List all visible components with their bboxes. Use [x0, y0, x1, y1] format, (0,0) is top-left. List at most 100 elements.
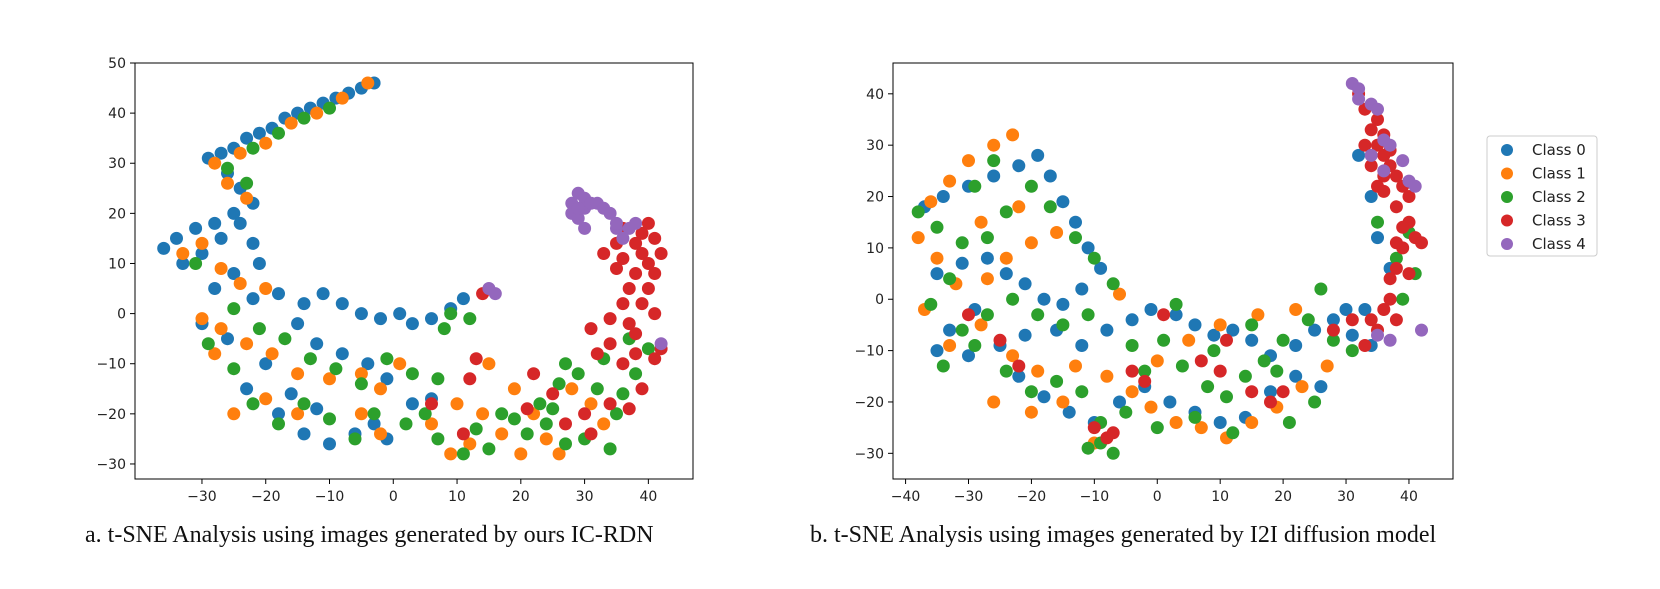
chart-a-point-class-2-2 [272, 126, 285, 140]
chart-a-point-class-2-35 [571, 367, 585, 381]
chart-b-point-class-1-33 [1213, 318, 1227, 332]
chart-a-point-class-1-27 [354, 407, 368, 421]
chart-a: −30 −20 −10 0 10 20 30 40 −30 −20 −10 0 10 20 30 40 50 [96, 56, 694, 505]
chart-a-point-class-1-1 [335, 91, 349, 105]
chart-b-point-class-1-0 [1006, 128, 1020, 142]
chart-a-point-class-4-7 [578, 221, 592, 235]
chart-a-point-class-2-23 [367, 407, 381, 421]
chart-b-point-class-0-30 [1169, 308, 1183, 322]
chart-b-point-class-0-18 [930, 267, 944, 281]
chart-a-point-class-3-2 [635, 247, 649, 260]
chart-a-point-class-0-43 [310, 337, 324, 351]
chart-b-point-class-2-19 [1024, 385, 1038, 399]
chart-a-point-class-0-57 [221, 332, 234, 346]
chart-b-point-class-2-31 [1238, 369, 1252, 383]
caption-b: b. t-SNE Analysis using images generated… [810, 522, 1437, 548]
chart-b-point-class-2-23 [1106, 446, 1120, 460]
chart-b-point-class-3-8 [1402, 190, 1416, 203]
chart-a-point-class-0-23 [195, 247, 209, 260]
chart-a-point-class-4-13 [616, 231, 630, 245]
chart-b-point-class-0-1 [936, 190, 950, 203]
chart-a-point-class-0-30 [246, 292, 260, 306]
chart-b-point-class-1-2 [962, 154, 975, 168]
chart-a-point-class-1-11 [214, 262, 228, 275]
chart-b-point-class-1-8 [980, 272, 994, 286]
chart-b-point-class-4-14 [1415, 323, 1428, 337]
chart-a-point-class-4-15 [622, 221, 636, 235]
chart-b-point-class-2-9 [1106, 277, 1120, 291]
chart-b-point-class-1-19 [1069, 359, 1082, 373]
chart-a-point-class-2-50 [546, 402, 560, 416]
chart-b-ytick-label: 30 [866, 138, 884, 154]
chart-b-point-class-3-23 [1389, 313, 1403, 327]
chart-a-point-class-3-10 [635, 297, 649, 311]
chart-b-point-class-1-32 [1182, 333, 1196, 347]
chart-a-point-class-3-32 [527, 367, 541, 381]
chart-b-point-class-0-4 [1012, 159, 1026, 173]
chart-b-point-class-2-36 [1326, 333, 1340, 347]
chart-a-xtick-label: 20 [512, 489, 530, 505]
chart-a-point-class-2-8 [252, 322, 266, 336]
chart-b-point-class-3-10 [1364, 159, 1378, 173]
chart-a-point-class-3-35 [463, 372, 477, 386]
chart-a-point-class-2-1 [297, 111, 311, 125]
chart-b-xtick-label: −20 [1017, 489, 1047, 505]
chart-a-point-class-1-13 [259, 282, 273, 295]
chart-b: −40 −30 −20 −10 0 10 20 30 40 −30 −20 −10 0 10 20 30 40 [854, 62, 1454, 505]
chart-b-ytick-label: 20 [866, 190, 884, 206]
chart-b-point-class-0-57 [1371, 231, 1384, 245]
chart-b-point-class-2-12 [1031, 308, 1045, 322]
chart-b-point-class-3-25 [1383, 292, 1397, 306]
chart-a-point-class-2-12 [354, 377, 368, 391]
chart-a-point-class-3-41 [629, 327, 643, 341]
chart-b-point-class-2-7 [1069, 231, 1082, 245]
chart-b-point-class-2-14 [980, 308, 994, 322]
chart-a-point-class-0-49 [272, 407, 285, 421]
chart-a-point-class-1-24 [227, 407, 241, 421]
chart-b-point-class-0-28 [1125, 313, 1139, 327]
chart-a-point-class-4-11 [603, 206, 617, 220]
chart-b-point-class-1-22 [1144, 400, 1158, 414]
chart-a-point-class-2-36 [590, 382, 604, 396]
chart-a-point-class-1-23 [208, 347, 222, 361]
legend-marker-4 [1501, 238, 1513, 250]
chart-a-point-class-3-3 [654, 247, 668, 260]
chart-a-point-class-1-41 [450, 397, 464, 411]
legend-label-4: Class 4 [1532, 235, 1586, 253]
chart-b-point-class-2-33 [1276, 333, 1290, 347]
chart-b-point-class-2-37 [1345, 344, 1359, 358]
legend-frame [1486, 135, 1598, 257]
chart-a-point-class-1-14 [195, 312, 209, 326]
chart-a-point-class-2-31 [539, 417, 553, 431]
chart-a-point-class-1-28 [374, 427, 387, 441]
chart-a-point-class-0-10 [240, 131, 254, 145]
chart-a-point-class-1-10 [176, 247, 190, 260]
chart-a-point-class-1-36 [552, 447, 566, 461]
chart-a-point-class-3-30 [578, 407, 592, 421]
chart-b-point-class-1-10 [1024, 236, 1038, 250]
chart-b-point-class-4-1 [1352, 82, 1366, 96]
chart-b-point-class-0-34 [1245, 333, 1259, 347]
chart-a-point-class-2-46 [616, 387, 630, 401]
chart-b-point-class-1-12 [974, 215, 988, 229]
chart-b-point-class-0-7 [1056, 195, 1070, 209]
chart-a-point-class-0-59 [284, 387, 298, 401]
chart-a-point-class-3-27 [635, 382, 649, 396]
chart-a-point-class-3-29 [603, 397, 617, 411]
chart-a-point-class-2-14 [405, 367, 419, 381]
chart-b-point-class-0-50 [1264, 385, 1277, 399]
chart-a-point-class-2-37 [610, 407, 623, 421]
chart-a-point-class-2-25 [418, 407, 432, 421]
chart-a-point-class-0-29 [208, 282, 222, 295]
chart-a-point-class-0-50 [297, 427, 311, 441]
chart-a-ytick-label: 30 [108, 156, 126, 172]
chart-a-point-class-0-32 [297, 297, 311, 311]
chart-a-point-class-0-21 [157, 241, 171, 255]
chart-b-point-class-3-12 [1389, 200, 1403, 214]
chart-b-xtick-label: 10 [1211, 489, 1229, 505]
chart-a-point-class-0-47 [259, 357, 273, 371]
chart-a-point-class-2-51 [482, 442, 496, 456]
chart-a-point-class-3-34 [584, 427, 598, 441]
chart-a-point-class-3-36 [456, 427, 470, 441]
chart-a-point-class-2-26 [431, 432, 445, 446]
